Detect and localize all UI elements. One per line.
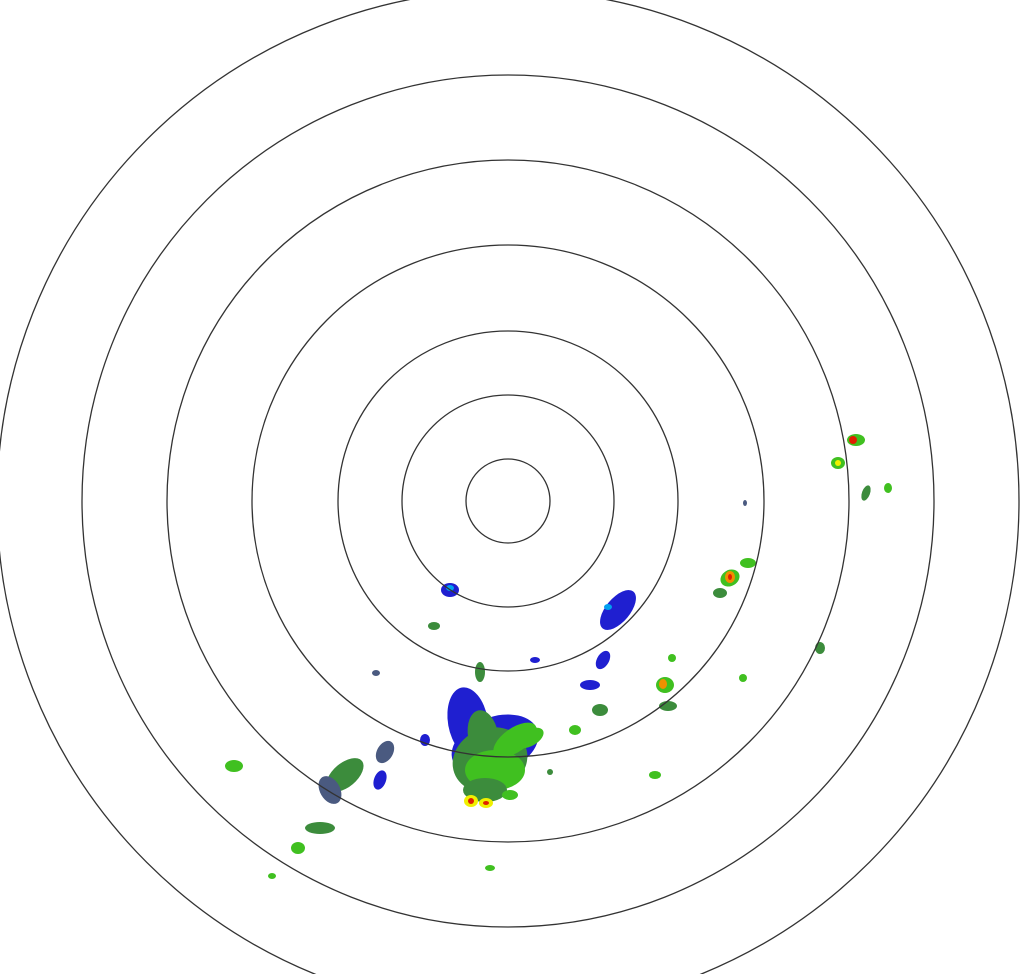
echo-cell: [467, 710, 499, 760]
echo-cell: [468, 798, 474, 804]
echo-cell: [485, 865, 495, 871]
echo-cell: [604, 604, 612, 610]
range-ring-6: [81, 74, 935, 928]
echo-cell: [659, 679, 667, 689]
echo-cell: [305, 822, 335, 834]
echo-cell: [291, 842, 305, 854]
echo-cell: [668, 654, 676, 662]
echo-cell: [372, 670, 380, 676]
echo-cell: [569, 725, 581, 735]
echo-cell: [428, 622, 440, 630]
echo-cell: [849, 436, 857, 444]
echo-cell: [547, 769, 553, 775]
echo-cell: [420, 734, 430, 746]
echo-cell: [739, 674, 747, 682]
range-ring-3: [337, 330, 679, 672]
echo-cell: [884, 483, 892, 493]
echo-cell: [268, 873, 276, 879]
echo-cell: [475, 662, 485, 682]
range-ring-1: [465, 458, 551, 544]
echo-cell: [580, 680, 600, 690]
echo-cell: [446, 585, 454, 591]
echo-cell: [815, 642, 825, 654]
echo-cell: [375, 740, 395, 764]
echo-cell: [861, 485, 871, 501]
echo-cell: [649, 771, 661, 779]
echo-cell: [595, 650, 611, 670]
echo-cell: [530, 657, 540, 663]
echo-cell: [728, 574, 732, 580]
precipitation-echoes: [225, 434, 892, 879]
echo-cell: [740, 558, 756, 568]
echo-cell: [592, 704, 608, 716]
echo-cell: [225, 760, 243, 772]
range-ring-5: [166, 159, 850, 843]
echo-cell: [516, 727, 544, 749]
echo-cell: [318, 776, 342, 804]
range-ring-4: [251, 244, 765, 758]
range-ring-2: [401, 394, 615, 608]
echo-cell: [743, 500, 747, 506]
echo-cell: [600, 590, 636, 630]
echo-cell: [502, 790, 518, 800]
echo-cell: [835, 460, 841, 466]
echo-cell: [713, 588, 727, 598]
echo-cell: [483, 801, 489, 805]
echo-cell: [659, 701, 677, 711]
echo-cell: [373, 770, 387, 790]
